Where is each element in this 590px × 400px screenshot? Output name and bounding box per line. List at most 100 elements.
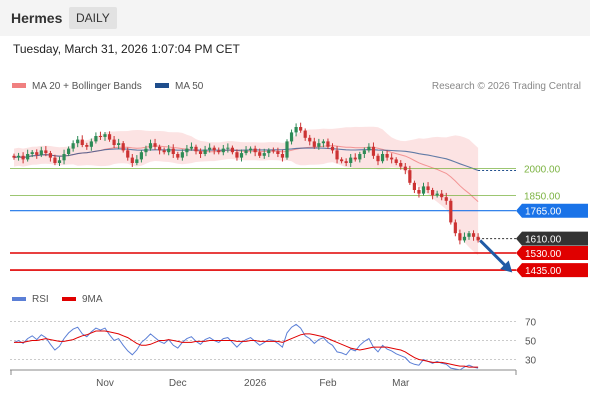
candle-body xyxy=(194,146,198,152)
candle-body xyxy=(390,157,394,160)
candle xyxy=(176,151,180,160)
candle-body xyxy=(267,150,271,154)
candle-body xyxy=(39,150,43,155)
candle-body xyxy=(217,150,221,153)
candle xyxy=(39,146,43,158)
candle-body xyxy=(71,143,75,149)
candle-body xyxy=(221,148,225,153)
candle-body xyxy=(76,139,80,144)
candle-body xyxy=(299,127,303,131)
candle xyxy=(57,156,62,167)
instrument-title: Hermes xyxy=(11,10,63,26)
candle xyxy=(253,145,257,157)
candle xyxy=(189,142,194,151)
candle xyxy=(135,155,139,166)
candle-body xyxy=(249,148,253,151)
research-credit: Research © 2026 Trading Central xyxy=(432,81,581,92)
candle xyxy=(262,148,266,159)
candle xyxy=(362,147,366,158)
candle-body xyxy=(371,146,376,156)
candle-body xyxy=(203,149,207,154)
candle xyxy=(162,147,166,155)
candle-body xyxy=(162,150,166,153)
candle-body xyxy=(230,147,234,153)
candle xyxy=(30,150,34,158)
candle-body xyxy=(417,190,421,194)
candle-body xyxy=(176,154,180,158)
main-legend: MA 20 + Bollinger Bands MA 50 Research ©… xyxy=(12,81,581,92)
level-label: 1435.00 xyxy=(525,266,562,277)
candle xyxy=(467,231,471,240)
candle-body xyxy=(258,152,262,156)
candle-body xyxy=(208,147,212,150)
candle-body xyxy=(85,145,89,147)
candle-body xyxy=(294,127,298,133)
candle xyxy=(308,134,312,146)
candle-body xyxy=(431,190,435,196)
candle-body xyxy=(239,153,244,158)
period-selector[interactable]: DAILY xyxy=(69,7,117,29)
candle xyxy=(21,152,25,164)
rsi-legend: RSI 9MA xyxy=(12,294,103,305)
candle-body xyxy=(167,148,171,153)
candle-body xyxy=(158,146,162,151)
level-labels: 2000.00 1850.00 1765.00 1610.00 1530.00 1435.… xyxy=(516,164,588,278)
x-tick-label: Dec xyxy=(169,378,187,389)
candle-body xyxy=(280,154,285,158)
candle-body xyxy=(380,154,385,162)
ma50-legend-label: MA 50 xyxy=(175,81,204,92)
candle xyxy=(471,230,476,241)
candle-body xyxy=(476,236,480,241)
rsi-line xyxy=(13,323,479,371)
candle-body xyxy=(89,141,93,147)
candle-body xyxy=(326,141,330,147)
rsi-ma-line xyxy=(14,330,479,368)
candle-body xyxy=(449,200,453,223)
candle-body xyxy=(57,160,62,163)
candle xyxy=(321,139,325,148)
candle xyxy=(417,187,421,198)
level-tag-pivot xyxy=(516,203,588,218)
candle-body xyxy=(189,146,194,149)
candle xyxy=(476,233,480,243)
candle xyxy=(126,147,130,161)
candle-body xyxy=(412,182,416,190)
candle-body xyxy=(198,151,203,154)
candle-body xyxy=(235,152,239,158)
candle-body xyxy=(358,154,362,160)
candle xyxy=(80,135,84,148)
candle-body xyxy=(289,132,294,142)
candle-body xyxy=(340,159,344,162)
x-tick-label: Nov xyxy=(96,378,114,389)
candle xyxy=(235,149,239,161)
candle-body xyxy=(262,153,266,156)
candle xyxy=(285,139,289,160)
candle-body xyxy=(317,143,321,147)
rsi-tick-label: 30 xyxy=(525,356,537,367)
candle-body xyxy=(126,150,130,158)
candle xyxy=(258,148,262,158)
candle xyxy=(171,144,175,158)
candle xyxy=(330,143,335,154)
candle xyxy=(94,132,98,144)
candle xyxy=(303,128,307,141)
candle-body xyxy=(353,157,357,160)
candle xyxy=(85,142,89,150)
candle xyxy=(217,147,221,155)
candles xyxy=(12,122,480,245)
level-tag-support xyxy=(516,263,588,278)
candle xyxy=(408,165,412,185)
rsi-legend-swatch xyxy=(12,297,26,301)
candle xyxy=(62,149,66,165)
candle xyxy=(244,146,248,156)
bollinger-legend-label: MA 20 + Bollinger Bands xyxy=(32,81,142,92)
candle-body xyxy=(376,155,380,162)
candle xyxy=(394,157,398,166)
rsi-ma-legend-label: 9MA xyxy=(82,294,103,305)
candle xyxy=(431,187,435,200)
candle-body xyxy=(30,152,34,154)
candle-body xyxy=(308,137,312,142)
candle xyxy=(271,147,275,154)
candle xyxy=(112,136,116,149)
